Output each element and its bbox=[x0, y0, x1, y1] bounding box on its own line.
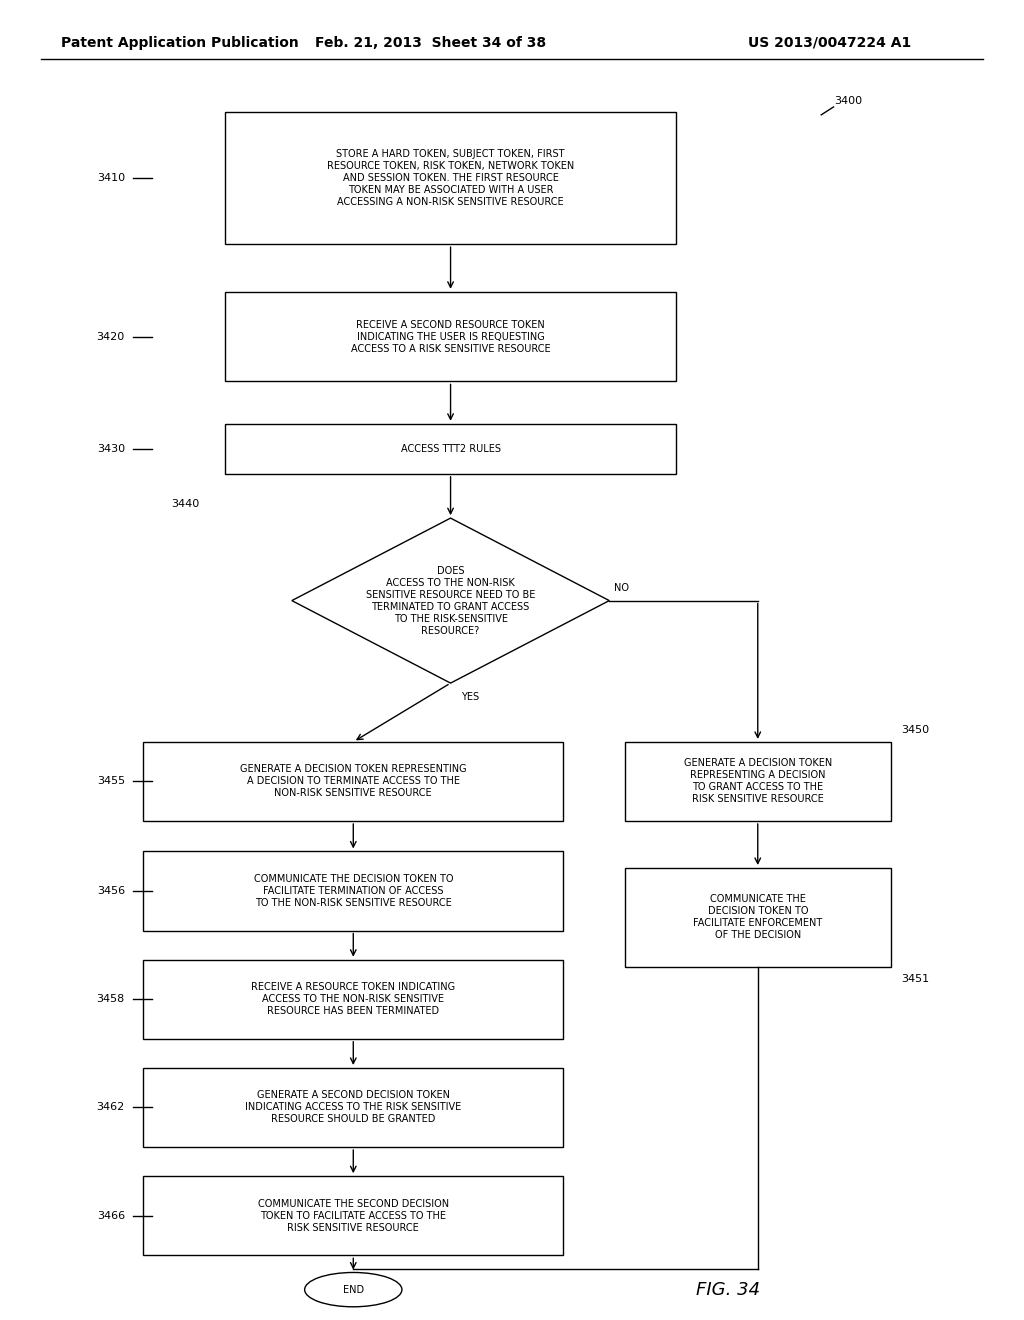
Text: 3420: 3420 bbox=[96, 331, 125, 342]
Text: RECEIVE A RESOURCE TOKEN INDICATING
ACCESS TO THE NON-RISK SENSITIVE
RESOURCE HA: RECEIVE A RESOURCE TOKEN INDICATING ACCE… bbox=[251, 982, 456, 1016]
Ellipse shape bbox=[305, 1272, 401, 1307]
Text: 3462: 3462 bbox=[96, 1102, 125, 1113]
Text: 3440: 3440 bbox=[171, 499, 200, 508]
Text: NO: NO bbox=[614, 582, 630, 593]
Bar bbox=[225, 292, 676, 381]
Bar bbox=[143, 851, 563, 931]
Text: 3455: 3455 bbox=[97, 776, 125, 787]
Text: US 2013/0047224 A1: US 2013/0047224 A1 bbox=[748, 36, 910, 50]
Text: END: END bbox=[343, 1284, 364, 1295]
Text: YES: YES bbox=[461, 692, 479, 702]
Bar bbox=[625, 742, 891, 821]
Polygon shape bbox=[292, 517, 609, 682]
Text: 3430: 3430 bbox=[97, 444, 125, 454]
Bar bbox=[225, 424, 676, 474]
Text: 3400: 3400 bbox=[835, 95, 862, 106]
Text: 3456: 3456 bbox=[97, 886, 125, 896]
Text: DOES
ACCESS TO THE NON-RISK
SENSITIVE RESOURCE NEED TO BE
TERMINATED TO GRANT AC: DOES ACCESS TO THE NON-RISK SENSITIVE RE… bbox=[366, 565, 536, 636]
Text: 3466: 3466 bbox=[97, 1210, 125, 1221]
Text: COMMUNICATE THE SECOND DECISION
TOKEN TO FACILITATE ACCESS TO THE
RISK SENSITIVE: COMMUNICATE THE SECOND DECISION TOKEN TO… bbox=[258, 1199, 449, 1233]
Bar bbox=[225, 112, 676, 244]
Text: ACCESS TTT2 RULES: ACCESS TTT2 RULES bbox=[400, 444, 501, 454]
Text: GENERATE A DECISION TOKEN
REPRESENTING A DECISION
TO GRANT ACCESS TO THE
RISK SE: GENERATE A DECISION TOKEN REPRESENTING A… bbox=[684, 759, 831, 804]
Text: COMMUNICATE THE DECISION TOKEN TO
FACILITATE TERMINATION OF ACCESS
TO THE NON-RI: COMMUNICATE THE DECISION TOKEN TO FACILI… bbox=[254, 874, 453, 908]
Text: FIG. 34: FIG. 34 bbox=[696, 1280, 761, 1299]
Text: COMMUNICATE THE
DECISION TOKEN TO
FACILITATE ENFORCEMENT
OF THE DECISION: COMMUNICATE THE DECISION TOKEN TO FACILI… bbox=[693, 895, 822, 940]
Text: GENERATE A SECOND DECISION TOKEN
INDICATING ACCESS TO THE RISK SENSITIVE
RESOURC: GENERATE A SECOND DECISION TOKEN INDICAT… bbox=[245, 1090, 462, 1125]
Bar bbox=[143, 960, 563, 1039]
Text: 3410: 3410 bbox=[97, 173, 125, 183]
Text: RECEIVE A SECOND RESOURCE TOKEN
INDICATING THE USER IS REQUESTING
ACCESS TO A RI: RECEIVE A SECOND RESOURCE TOKEN INDICATI… bbox=[351, 319, 550, 354]
Text: 3451: 3451 bbox=[901, 974, 929, 983]
Text: 3450: 3450 bbox=[901, 725, 929, 735]
Bar bbox=[143, 1068, 563, 1147]
Text: GENERATE A DECISION TOKEN REPRESENTING
A DECISION TO TERMINATE ACCESS TO THE
NON: GENERATE A DECISION TOKEN REPRESENTING A… bbox=[240, 764, 467, 799]
Bar bbox=[143, 742, 563, 821]
Bar bbox=[143, 1176, 563, 1255]
Text: Patent Application Publication: Patent Application Publication bbox=[61, 36, 299, 50]
Text: 3458: 3458 bbox=[96, 994, 125, 1005]
Text: STORE A HARD TOKEN, SUBJECT TOKEN, FIRST
RESOURCE TOKEN, RISK TOKEN, NETWORK TOK: STORE A HARD TOKEN, SUBJECT TOKEN, FIRST… bbox=[327, 149, 574, 207]
Bar bbox=[625, 869, 891, 966]
Text: Feb. 21, 2013  Sheet 34 of 38: Feb. 21, 2013 Sheet 34 of 38 bbox=[314, 36, 546, 50]
